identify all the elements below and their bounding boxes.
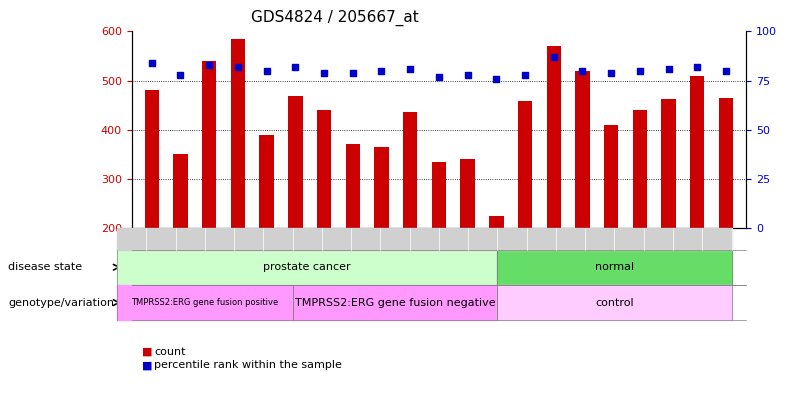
Point xyxy=(289,64,302,70)
Bar xyxy=(288,96,302,326)
Point xyxy=(720,68,733,74)
Bar xyxy=(690,75,705,326)
Point xyxy=(375,68,388,74)
Bar xyxy=(317,110,331,326)
Point xyxy=(634,68,646,74)
Point xyxy=(260,68,273,74)
Bar xyxy=(144,90,159,326)
Bar xyxy=(403,112,417,326)
Point xyxy=(404,66,417,72)
Text: control: control xyxy=(595,298,634,308)
Text: prostate cancer: prostate cancer xyxy=(263,262,351,272)
Text: ■: ■ xyxy=(142,360,152,371)
Bar xyxy=(202,61,216,326)
Text: TMPRSS2:ERG gene fusion positive: TMPRSS2:ERG gene fusion positive xyxy=(131,298,279,307)
Point xyxy=(174,72,187,78)
Point xyxy=(346,70,359,76)
Point xyxy=(203,62,215,68)
Bar xyxy=(633,110,647,326)
Point xyxy=(231,64,244,70)
Bar xyxy=(662,99,676,326)
Point xyxy=(519,72,531,78)
Point xyxy=(318,70,330,76)
Point xyxy=(490,75,503,82)
Point xyxy=(576,68,589,74)
Text: percentile rank within the sample: percentile rank within the sample xyxy=(154,360,342,371)
Text: genotype/variation: genotype/variation xyxy=(8,298,114,308)
Bar xyxy=(432,162,446,326)
Bar xyxy=(173,154,188,326)
Text: disease state: disease state xyxy=(8,262,82,272)
Bar xyxy=(460,159,475,326)
Bar xyxy=(547,46,561,326)
Bar xyxy=(719,98,733,326)
Text: ■: ■ xyxy=(142,347,152,357)
Point xyxy=(662,66,675,72)
Text: normal: normal xyxy=(595,262,634,272)
Point xyxy=(691,64,704,70)
Point xyxy=(433,73,445,80)
Bar xyxy=(604,125,618,326)
Bar xyxy=(346,145,360,326)
Text: count: count xyxy=(154,347,185,357)
Text: TMPRSS2:ERG gene fusion negative: TMPRSS2:ERG gene fusion negative xyxy=(294,298,496,308)
Point xyxy=(547,54,560,60)
Text: GDS4824 / 205667_at: GDS4824 / 205667_at xyxy=(251,10,419,26)
Point xyxy=(145,60,158,66)
Bar xyxy=(231,39,245,326)
Bar xyxy=(489,216,504,326)
Bar xyxy=(575,71,590,326)
Point xyxy=(461,72,474,78)
Bar xyxy=(374,147,389,326)
Bar xyxy=(518,101,532,326)
Point xyxy=(605,70,618,76)
Bar xyxy=(259,134,274,326)
